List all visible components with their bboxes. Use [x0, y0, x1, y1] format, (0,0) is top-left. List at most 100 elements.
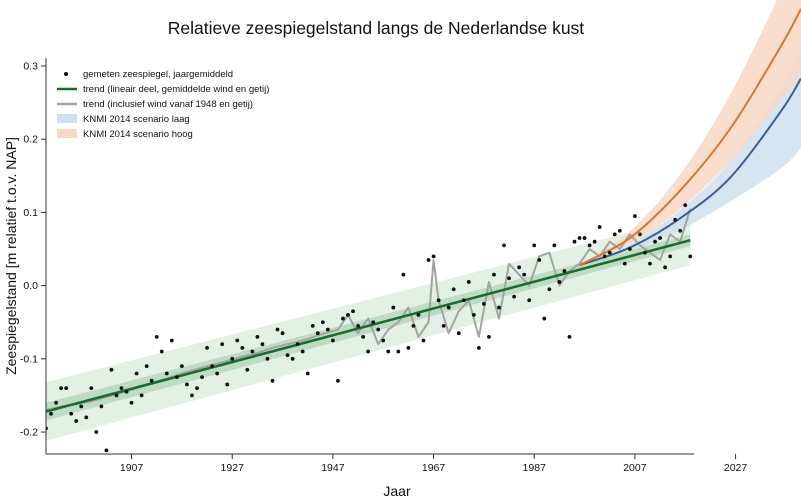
- measured-point: [627, 247, 632, 251]
- measured-point: [69, 411, 74, 416]
- measured-point: [54, 400, 58, 405]
- measured-point: [466, 280, 471, 284]
- measured-point: [582, 236, 587, 240]
- measured-point: [542, 316, 547, 321]
- measured-point: [346, 313, 350, 317]
- measured-point: [341, 316, 345, 321]
- measured-point: [174, 375, 179, 380]
- measured-point: [200, 375, 204, 380]
- x-tick-label: 1987: [523, 462, 547, 474]
- measured-point: [119, 386, 124, 391]
- measured-point: [386, 349, 391, 354]
- measured-point: [678, 228, 683, 233]
- measured-point: [557, 280, 562, 284]
- measured-point: [461, 298, 466, 303]
- measured-point: [401, 272, 406, 277]
- measured-point: [597, 225, 602, 229]
- measured-point: [451, 287, 456, 292]
- measured-point: [391, 305, 396, 310]
- measured-point: [144, 364, 149, 369]
- measured-point: [270, 378, 275, 383]
- measured-point: [84, 415, 89, 420]
- measured-point: [325, 327, 330, 332]
- y-tick-label: -0.2: [20, 427, 38, 439]
- measured-point: [134, 371, 139, 376]
- measured-point: [668, 254, 673, 259]
- measured-point: [507, 276, 511, 281]
- measured-point: [235, 338, 240, 343]
- measured-point: [250, 349, 255, 354]
- measured-point: [567, 334, 572, 339]
- measured-point: [532, 243, 537, 248]
- legend-swatch: [64, 72, 68, 76]
- measured-point: [577, 236, 582, 240]
- measured-point: [381, 338, 386, 343]
- measured-point: [260, 342, 265, 347]
- measured-point: [612, 232, 617, 237]
- measured-point: [255, 334, 260, 339]
- x-tick-label: 1927: [221, 462, 245, 474]
- measured-point: [562, 269, 567, 273]
- y-axis-label: Zeespiegelstand [m relatief t.o.v. NAP]: [3, 137, 19, 375]
- measured-point: [421, 338, 426, 343]
- measured-point: [487, 334, 491, 339]
- scenario-low-band: [579, 51, 801, 266]
- trend-linear-line: [46, 238, 691, 413]
- measured-point: [94, 430, 99, 434]
- measured-point: [336, 378, 340, 383]
- measured-point: [471, 313, 476, 317]
- measured-point: [456, 331, 461, 336]
- measured-point: [215, 371, 220, 376]
- measured-point: [295, 342, 300, 347]
- legend-label: KNMI 2014 scenario hoog: [83, 129, 193, 140]
- measured-point: [643, 250, 647, 255]
- measured-point: [356, 323, 360, 328]
- measured-point: [331, 338, 335, 343]
- measured-point: [245, 367, 250, 372]
- measured-point: [527, 298, 532, 303]
- measured-point: [653, 239, 657, 244]
- measured-point: [240, 345, 245, 350]
- x-tick-label: 1967: [422, 462, 446, 474]
- y-tick-label: 0.1: [23, 207, 38, 219]
- x-tick-label: 1947: [321, 462, 345, 474]
- y-tick-label: -0.1: [20, 353, 38, 365]
- measured-point: [431, 254, 436, 259]
- measured-point: [673, 217, 678, 222]
- measured-point: [633, 214, 637, 218]
- measured-point: [366, 349, 371, 354]
- measured-point: [265, 356, 270, 361]
- measured-point: [154, 334, 159, 339]
- measured-point: [185, 382, 189, 387]
- measured-point: [205, 345, 209, 350]
- measured-point: [159, 349, 164, 354]
- legend-label: trend (inclusief wind vanaf 1948 en geti…: [83, 99, 253, 110]
- y-tick-label: 0.2: [23, 134, 38, 146]
- legend-label: KNMI 2014 scenario laag: [83, 114, 190, 125]
- measured-point: [320, 320, 325, 325]
- legend: gemeten zeespiegel, jaargemiddeld trend (…: [57, 69, 269, 140]
- measured-point: [280, 331, 285, 336]
- measured-point: [688, 254, 693, 259]
- measured-point: [663, 265, 667, 270]
- measured-point: [149, 378, 154, 383]
- scenario-high-band: [579, 0, 801, 266]
- measured-point: [129, 400, 134, 405]
- measured-point: [411, 323, 416, 328]
- measured-point: [275, 327, 280, 332]
- measured-point: [220, 342, 225, 347]
- measured-point: [406, 345, 411, 350]
- measured-point: [658, 236, 662, 240]
- legend-label: trend (lineair deel, gemiddelde wind en …: [83, 84, 269, 95]
- measured-point: [517, 265, 522, 270]
- axes: 1907 1927 1947 1967 1987 2007 2027 -0.2 -0.1 0.0 0…: [20, 58, 747, 474]
- y-tick-label: 0.0: [23, 280, 38, 292]
- measured-point: [436, 298, 441, 303]
- measured-point: [617, 228, 622, 233]
- measured-point: [49, 411, 53, 416]
- measured-point: [305, 371, 310, 376]
- trend-linear-band: [46, 234, 691, 421]
- plot-area: [46, 0, 801, 453]
- measured-point: [79, 404, 84, 409]
